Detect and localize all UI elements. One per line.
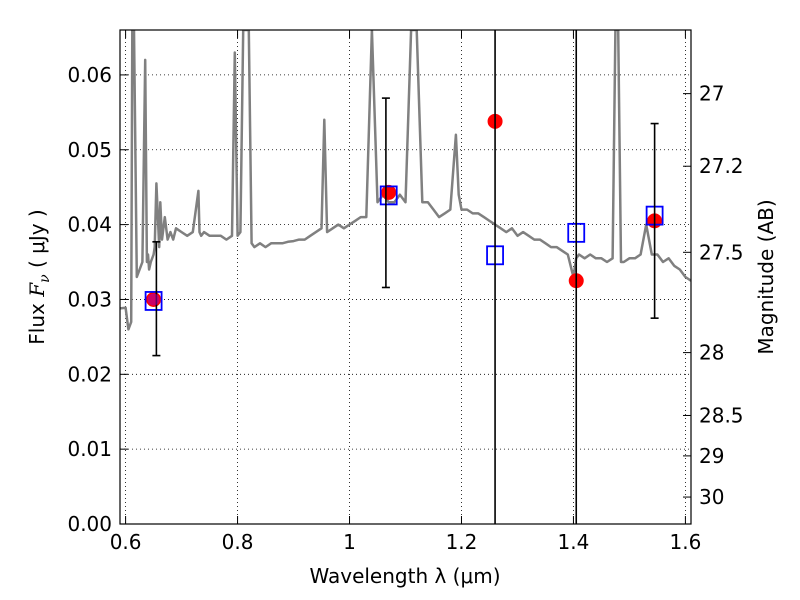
model-point <box>379 185 398 206</box>
x-tick-label: 0.6 <box>110 530 142 554</box>
model-point <box>144 291 163 311</box>
y-tick-label: 0.03 <box>67 287 112 311</box>
x-tick-label: 1.6 <box>669 530 701 554</box>
y-label-prefix: Flux <box>25 297 49 345</box>
data-layer <box>120 30 691 524</box>
x-axis-label: Wavelength λ (μm) <box>309 564 500 588</box>
y-axis-label-left: Flux Fν ( μJy ) <box>25 209 53 344</box>
mag-tick-label: 29 <box>699 444 724 468</box>
x-tick-label: 1 <box>343 530 356 554</box>
y-tick-label: 0.00 <box>67 512 112 536</box>
mag-tick-label: 27.2 <box>699 154 744 178</box>
x-tick-label: 1.2 <box>446 530 478 554</box>
observed-point <box>381 184 397 200</box>
y-tick-label: 0.04 <box>67 213 112 237</box>
y-axis-label-right: Magnitude (AB) <box>754 199 778 354</box>
spectrum-line <box>120 30 691 331</box>
y-label-unit: ( μJy ) <box>25 209 49 274</box>
y-label-symbol: F <box>25 282 49 298</box>
x-tick-label: 0.8 <box>222 530 254 554</box>
y-tick-label: 0.05 <box>67 138 112 162</box>
plot-frame <box>119 29 692 525</box>
overlap-highlight <box>147 293 160 306</box>
mag-tick-label: 27.5 <box>699 240 744 264</box>
y-tick-label: 0.06 <box>67 63 112 87</box>
mag-tick-label: 30 <box>699 485 724 509</box>
mag-tick-label: 27 <box>699 82 724 106</box>
mag-tick-label: 28.5 <box>699 403 744 427</box>
mag-tick-label: 28 <box>699 341 724 365</box>
x-tick-label: 1.4 <box>558 530 590 554</box>
y-tick-label: 0.02 <box>67 362 112 386</box>
y-tick-label: 0.01 <box>67 437 112 461</box>
plot-area <box>120 30 691 524</box>
ticks: 0.6 0.8 1 1.2 1.4 1.6 0.00 0.01 0.02 0.03 0.04 0.05… <box>67 30 744 554</box>
y-label-subscript: ν <box>37 274 53 283</box>
